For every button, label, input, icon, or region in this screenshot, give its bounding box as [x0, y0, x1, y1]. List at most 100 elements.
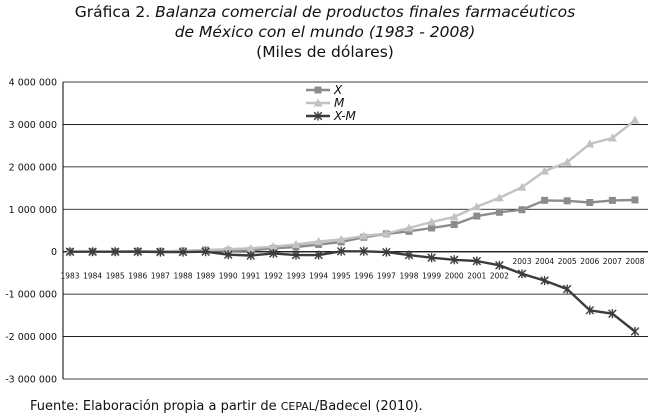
data-point-M	[291, 240, 301, 249]
legend-marker-X	[314, 86, 322, 94]
y-tick-label: 3 000 000	[9, 120, 57, 131]
source-after: /Badecel (2010).	[314, 399, 423, 414]
x-tick-label: 1992	[264, 271, 283, 281]
chart-title: Gráfica 2. Balanza comercial de producto…	[0, 2, 650, 62]
x-tick-label: 2003	[513, 256, 532, 266]
data-point-X-M	[608, 309, 617, 319]
data-point-X-M	[156, 247, 165, 257]
x-tick-label: 1988	[174, 271, 193, 281]
data-point-X-M	[178, 247, 188, 257]
x-tick-label: 1999	[422, 271, 441, 281]
x-tick-label: 1985	[106, 271, 125, 281]
data-point-X-M	[314, 250, 323, 260]
legend-label-X-M: X-M	[333, 109, 356, 123]
x-tick-label: 1994	[309, 271, 328, 281]
x-tick-label: 1990	[219, 271, 238, 281]
y-tick-label: -2 000 000	[5, 332, 57, 343]
data-point-M	[404, 223, 414, 232]
x-tick-label: 1991	[241, 271, 260, 281]
x-tick-label: 1995	[332, 271, 351, 281]
title-prefix: Gráfica 2.	[74, 3, 151, 21]
x-tick-label: 1989	[196, 271, 215, 281]
data-point-M	[314, 237, 324, 246]
legend-marker-X-M	[313, 111, 323, 121]
title-line-3: (Miles de dólares)	[256, 43, 394, 61]
data-point-X	[518, 206, 526, 214]
data-point-M	[540, 166, 550, 175]
x-tick-label: 1993	[287, 271, 306, 281]
x-tick-label: 2002	[490, 271, 509, 281]
y-tick-label: -1 000 000	[5, 290, 57, 301]
data-point-X-M	[246, 251, 256, 261]
legend-label-M: M	[334, 96, 345, 110]
legend-label-X: X	[333, 83, 343, 97]
series-line-X-M	[70, 250, 636, 333]
data-point-M	[246, 243, 256, 252]
x-tick-label: 2006	[580, 256, 599, 266]
data-point-X-M	[201, 247, 210, 257]
data-point-X-M	[517, 269, 527, 279]
data-point-X	[608, 196, 616, 204]
series-line-X	[70, 198, 636, 253]
series-line-M	[70, 119, 636, 253]
data-point-X-M	[382, 247, 391, 257]
data-point-X-M	[449, 255, 459, 265]
data-point-X	[586, 198, 594, 206]
data-point-X-M	[540, 276, 549, 286]
x-tick-label: 1984	[83, 271, 102, 281]
data-point-X-M	[269, 248, 278, 258]
x-tick-label: 2000	[445, 271, 464, 281]
data-point-X-M	[495, 260, 504, 270]
x-tick-label: 2001	[467, 271, 486, 281]
x-tick-label: 1986	[128, 271, 147, 281]
data-point-X-M	[88, 247, 97, 257]
x-tick-label: 1998	[400, 271, 419, 281]
data-point-X-M	[404, 250, 414, 260]
data-point-M	[427, 217, 437, 226]
data-point-M	[336, 234, 346, 243]
title-italic-2: de México con el mundo (1983 - 2008)	[174, 23, 476, 41]
source-note: Fuente: Elaboración propia a partir de C…	[30, 399, 423, 414]
data-point-X	[450, 221, 458, 229]
data-point-X-M	[223, 250, 233, 260]
y-tick-label: 1 000 000	[9, 205, 57, 216]
data-point-M	[359, 231, 369, 240]
data-point-M	[585, 139, 595, 148]
data-point-X	[631, 196, 639, 204]
title-line-2: de México con el mundo (1983 - 2008)	[0, 22, 650, 42]
data-point-X-M	[133, 247, 143, 257]
data-point-M	[381, 228, 391, 237]
data-point-X-M	[562, 284, 572, 294]
data-point-M	[607, 133, 617, 142]
data-point-X-M	[65, 247, 75, 257]
x-tick-label: 1987	[151, 271, 170, 281]
data-point-M	[494, 193, 504, 202]
data-point-X-M	[630, 326, 640, 336]
y-tick-label: 0	[51, 247, 57, 258]
data-point-X-M	[585, 305, 595, 315]
data-point-X	[563, 197, 571, 205]
data-point-X	[428, 224, 436, 232]
y-tick-label: -3 000 000	[5, 375, 57, 386]
source-before: Fuente: Elaboración propia a partir de	[30, 399, 281, 414]
x-tick-label: 2004	[535, 256, 554, 266]
data-point-X-M	[359, 246, 369, 256]
source-smallcaps: CEPAL	[280, 400, 315, 413]
y-tick-label: 4 000 000	[9, 78, 57, 89]
x-tick-label: 2008	[626, 256, 645, 266]
x-tick-label: 1996	[354, 271, 373, 281]
data-point-X	[473, 212, 481, 220]
data-point-X-M	[427, 253, 436, 263]
data-point-M	[472, 202, 482, 211]
data-point-M	[268, 242, 278, 251]
data-point-M	[562, 157, 572, 166]
legend-marker-M	[313, 98, 323, 107]
data-point-X-M	[110, 247, 120, 257]
data-point-X-M	[472, 256, 482, 266]
x-tick-label: 2005	[558, 256, 577, 266]
data-point-M	[630, 115, 640, 124]
data-point-X-M	[291, 250, 301, 260]
data-point-M	[223, 244, 233, 253]
data-point-X-M	[336, 246, 346, 256]
